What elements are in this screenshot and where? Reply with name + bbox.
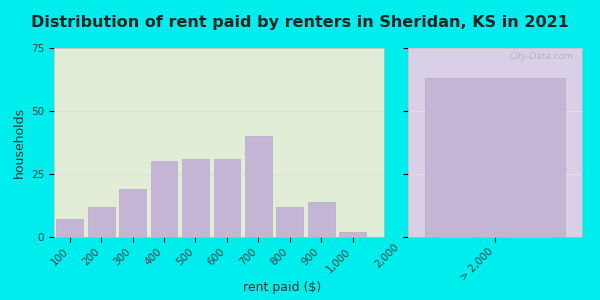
Text: 2,000: 2,000 (373, 242, 401, 269)
Bar (339, 232, 366, 237)
Bar (308, 202, 335, 237)
Bar (425, 78, 565, 237)
Text: Distribution of rent paid by renters in Sheridan, KS in 2021: Distribution of rent paid by renters in … (31, 15, 569, 30)
Bar (88, 207, 115, 237)
Bar (245, 136, 272, 237)
Y-axis label: households: households (13, 107, 25, 178)
Bar (56, 219, 83, 237)
Bar (182, 159, 209, 237)
Text: rent paid ($): rent paid ($) (243, 281, 321, 294)
Bar (214, 159, 240, 237)
Bar (151, 161, 178, 237)
Text: City-Data.com: City-Data.com (509, 52, 574, 61)
Bar (277, 207, 303, 237)
Bar (119, 189, 146, 237)
